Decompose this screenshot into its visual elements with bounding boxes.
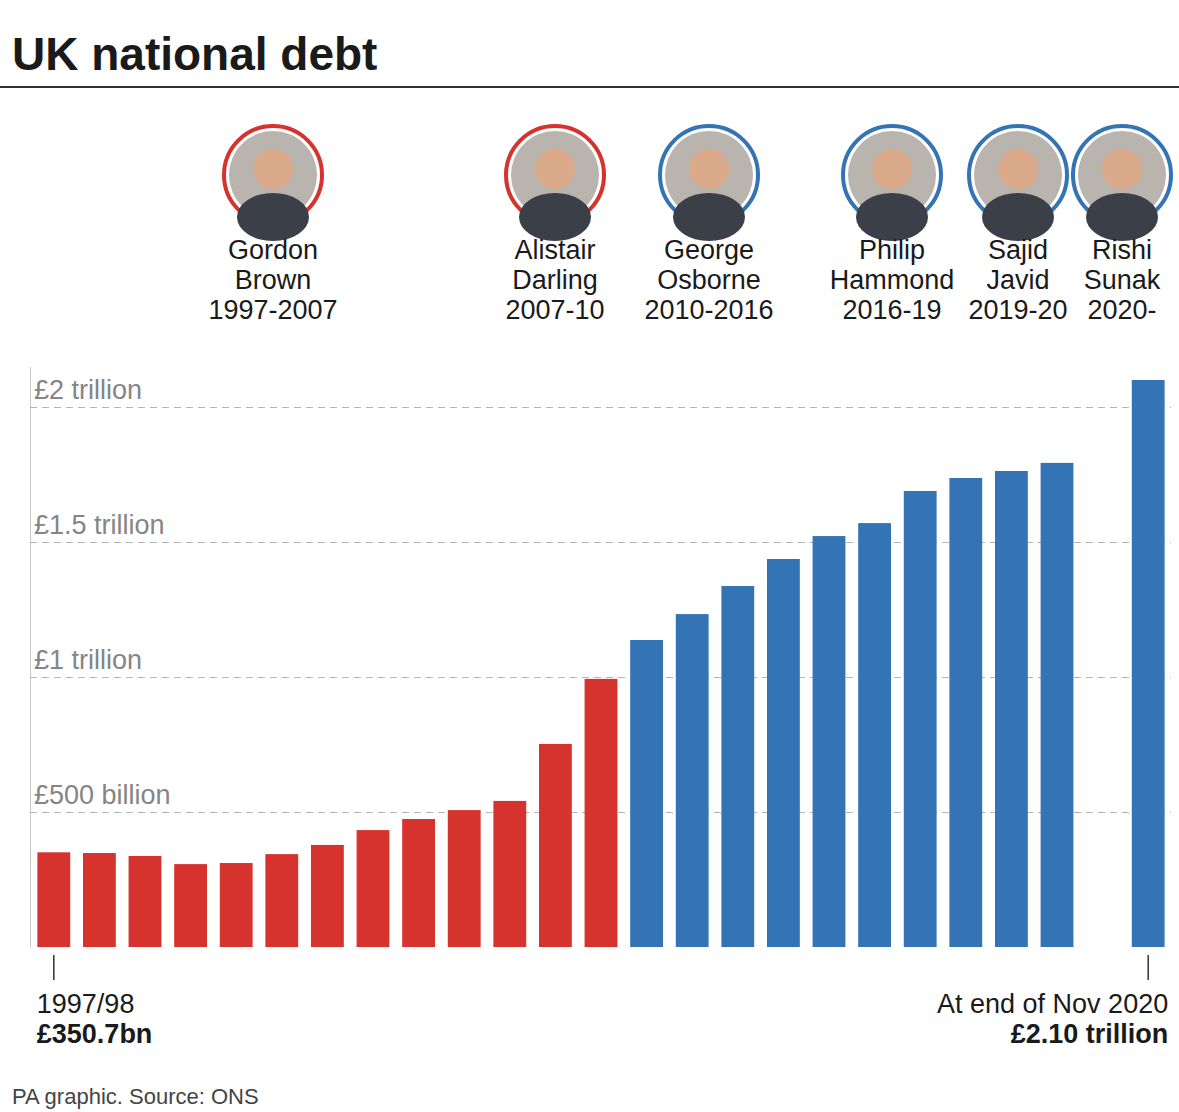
portrait-head	[1102, 149, 1142, 189]
bar	[721, 586, 754, 947]
x-tick-line	[53, 955, 55, 980]
bar	[949, 478, 982, 947]
chancellor-years: 1997-2007	[208, 295, 337, 325]
bars	[37, 380, 1164, 947]
chancellor-name: PhilipHammond	[830, 235, 955, 295]
bar	[676, 614, 709, 947]
chancellor-years: 2020-	[1087, 295, 1156, 325]
chancellor: SajidJavid2019-20	[968, 126, 1067, 325]
value-label: £350.7bn	[37, 1019, 153, 1049]
bar	[174, 864, 207, 947]
chancellor: GeorgeOsborne2010-2016	[644, 126, 773, 325]
x-tick: 1997/98£350.7bn	[37, 955, 153, 1049]
portrait-head	[535, 149, 575, 189]
bar	[493, 801, 526, 947]
bar	[1041, 463, 1074, 947]
y-axis: £500 billion £1 trillion £1.5 trillion £2 t…	[30, 367, 1171, 948]
bar	[37, 852, 70, 947]
grid-line	[30, 407, 1171, 408]
y-tick-label: £1 trillion	[34, 645, 142, 675]
chancellor-years: 2010-2016	[644, 295, 773, 325]
y-tick-label: £2 trillion	[34, 375, 142, 405]
y-tick-label: £500 billion	[34, 780, 171, 810]
portrait-head	[689, 149, 729, 189]
chancellor: RishiSunak2020-	[1073, 126, 1171, 325]
y-axis-line	[30, 367, 31, 948]
chancellor-name: GordonBrown	[228, 235, 318, 295]
x-tick-label: 1997/98	[37, 989, 135, 1019]
bar	[402, 819, 435, 947]
bar	[767, 559, 800, 947]
chancellor: AlistairDarling2007-10	[505, 126, 604, 325]
bar	[265, 854, 298, 947]
bar	[220, 863, 253, 947]
chart: UK national debt GordonBrown1997-2007 Alis…	[0, 0, 1179, 1112]
portrait-shoulders	[856, 193, 928, 241]
chancellor-name: RishiSunak	[1084, 235, 1161, 295]
portrait-head	[253, 149, 293, 189]
y-tick-label: £1.5 trillion	[34, 510, 165, 540]
title: UK national debt	[12, 28, 377, 80]
bar	[1132, 380, 1165, 947]
chancellor-years: 2016-19	[842, 295, 941, 325]
portrait-shoulders	[519, 193, 591, 241]
x-tick-label: At end of Nov 2020	[937, 989, 1168, 1019]
bar	[813, 536, 846, 947]
chancellor-name: SajidJavid	[986, 235, 1049, 295]
chancellor-years: 2007-10	[505, 295, 604, 325]
x-tick: At end of Nov 2020£2.10 trillion	[937, 955, 1168, 1049]
title-rule	[0, 86, 1179, 88]
bar	[448, 810, 481, 947]
bar	[858, 523, 891, 947]
chancellor-years: 2019-20	[968, 295, 1067, 325]
x-tick-line	[1147, 955, 1149, 980]
portrait-shoulders	[673, 193, 745, 241]
value-label: £2.10 trillion	[1011, 1019, 1169, 1049]
portrait-head	[998, 149, 1038, 189]
x-axis: 1997/98£350.7bn At end of Nov 2020£2.10 t…	[37, 955, 1168, 1049]
bar	[357, 830, 390, 947]
chancellor-name: GeorgeOsborne	[657, 235, 761, 295]
bar	[995, 471, 1028, 947]
bar	[83, 853, 116, 947]
chancellors: GordonBrown1997-2007 AlistairDarling2007-…	[208, 126, 1171, 325]
chancellor: PhilipHammond2016-19	[830, 126, 955, 325]
portrait-shoulders	[982, 193, 1054, 241]
source: PA graphic. Source: ONS	[12, 1084, 259, 1109]
portrait-head	[872, 149, 912, 189]
chancellor: GordonBrown1997-2007	[208, 126, 337, 325]
bar	[311, 845, 344, 947]
portrait-shoulders	[237, 193, 309, 241]
chancellor-name: AlistairDarling	[512, 235, 598, 295]
bar	[129, 856, 162, 947]
portrait-shoulders	[1086, 193, 1158, 241]
bar	[630, 640, 663, 947]
bar	[904, 491, 937, 947]
bar	[585, 679, 618, 947]
y-tick: £2 trillion	[30, 375, 1171, 408]
bar	[539, 744, 572, 947]
